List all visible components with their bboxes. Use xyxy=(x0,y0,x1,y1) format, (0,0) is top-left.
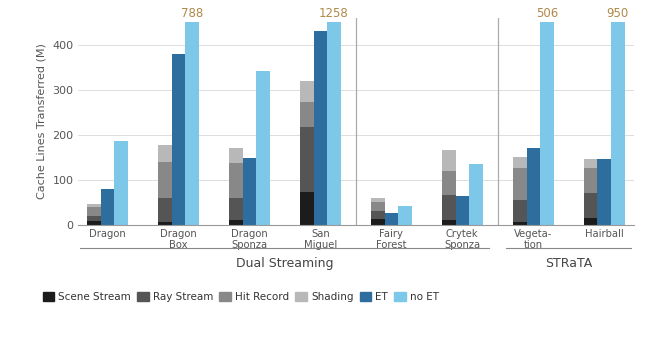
Bar xyxy=(87,207,101,216)
Bar xyxy=(513,223,527,225)
Legend: Scene Stream, Ray Stream, Hit Record, Shading, ET, no ET: Scene Stream, Ray Stream, Hit Record, Sh… xyxy=(38,288,443,306)
Bar xyxy=(300,192,314,225)
Bar xyxy=(158,198,171,223)
Bar xyxy=(87,204,101,207)
Bar xyxy=(371,198,384,202)
Bar xyxy=(371,211,384,219)
Bar xyxy=(158,145,171,161)
Bar xyxy=(584,168,597,193)
Bar xyxy=(527,148,540,225)
Bar xyxy=(384,213,398,225)
Bar xyxy=(87,216,101,221)
Text: 950: 950 xyxy=(607,7,629,20)
Bar xyxy=(469,164,483,225)
Bar xyxy=(611,22,624,225)
Bar xyxy=(540,22,554,225)
Bar xyxy=(584,218,597,225)
Bar xyxy=(442,171,455,196)
Text: 506: 506 xyxy=(536,7,558,20)
Bar xyxy=(229,148,243,163)
Bar xyxy=(158,161,171,198)
Bar xyxy=(229,163,243,198)
Bar xyxy=(327,22,341,225)
Bar xyxy=(584,193,597,218)
Bar xyxy=(584,159,597,168)
Bar xyxy=(115,141,127,225)
Bar xyxy=(442,150,455,171)
Bar xyxy=(300,81,314,102)
Bar xyxy=(101,188,115,225)
Bar xyxy=(229,198,243,220)
Bar xyxy=(300,102,314,127)
Bar xyxy=(243,158,256,225)
Bar xyxy=(371,219,384,225)
Bar xyxy=(513,168,527,200)
Bar xyxy=(442,196,455,220)
Bar xyxy=(185,22,199,225)
Bar xyxy=(300,127,314,192)
Bar xyxy=(229,220,243,225)
Text: Dual Streaming: Dual Streaming xyxy=(236,257,334,270)
Bar xyxy=(513,200,527,223)
Bar xyxy=(455,196,469,225)
Y-axis label: Cache Lines Transferred (M): Cache Lines Transferred (M) xyxy=(37,43,47,199)
Bar xyxy=(171,54,185,225)
Bar xyxy=(256,71,270,225)
Text: 1258: 1258 xyxy=(319,7,349,20)
Text: STRaTA: STRaTA xyxy=(545,257,593,270)
Bar xyxy=(158,223,171,225)
Bar xyxy=(513,157,527,168)
Bar xyxy=(398,206,411,225)
Bar xyxy=(597,159,611,225)
Bar xyxy=(442,220,455,225)
Bar xyxy=(314,31,327,225)
Bar xyxy=(87,221,101,225)
Text: 788: 788 xyxy=(181,7,203,20)
Bar xyxy=(371,202,384,211)
